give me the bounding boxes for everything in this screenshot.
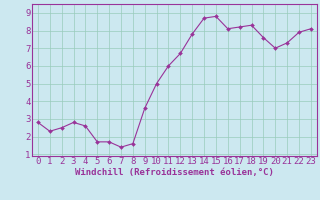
X-axis label: Windchill (Refroidissement éolien,°C): Windchill (Refroidissement éolien,°C) xyxy=(75,168,274,177)
